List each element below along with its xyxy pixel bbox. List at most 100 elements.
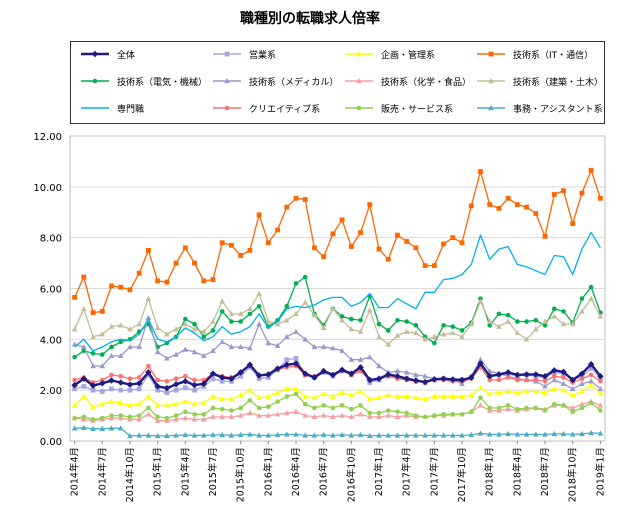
legend-label: 専門職 bbox=[117, 104, 145, 115]
data-point bbox=[302, 197, 308, 202]
data-point bbox=[450, 412, 456, 417]
data-point bbox=[356, 78, 362, 84]
data-point bbox=[256, 321, 262, 327]
data-point bbox=[413, 329, 419, 336]
data-point bbox=[450, 324, 456, 329]
data-point bbox=[302, 299, 309, 305]
data-point bbox=[385, 371, 392, 378]
legend-label: 技術系（IT・通信） bbox=[513, 50, 594, 61]
data-point bbox=[191, 416, 198, 422]
data-point bbox=[182, 415, 189, 421]
data-point bbox=[366, 307, 373, 313]
data-point bbox=[200, 416, 207, 422]
data-point bbox=[90, 417, 96, 422]
x-tick-label: 2018年1月 bbox=[484, 447, 496, 496]
data-point bbox=[329, 371, 337, 379]
x-tick-label: 2016年10月 bbox=[345, 447, 357, 502]
data-point bbox=[422, 336, 428, 342]
data-point bbox=[191, 401, 198, 407]
data-point bbox=[524, 377, 529, 383]
data-point bbox=[496, 405, 502, 411]
series-7 bbox=[71, 290, 604, 347]
legend-item: 全体 bbox=[79, 47, 135, 61]
data-point bbox=[164, 378, 170, 384]
data-point bbox=[412, 377, 420, 384]
data-point bbox=[348, 326, 355, 332]
data-point bbox=[228, 413, 235, 420]
x-tick-label: 2016年7月 bbox=[318, 447, 330, 496]
data-point bbox=[219, 298, 225, 304]
data-point bbox=[136, 401, 142, 407]
data-point bbox=[292, 360, 300, 367]
data-point bbox=[164, 279, 170, 285]
data-point bbox=[247, 247, 253, 253]
x-tick-label: 2014年10月 bbox=[124, 447, 136, 502]
legend-swatch bbox=[477, 105, 505, 111]
data-point bbox=[173, 413, 179, 418]
data-point bbox=[320, 390, 327, 397]
data-point bbox=[274, 389, 281, 395]
data-point bbox=[395, 232, 400, 238]
data-point bbox=[375, 375, 383, 382]
data-point bbox=[200, 352, 207, 359]
data-point bbox=[357, 411, 364, 417]
data-point bbox=[579, 296, 585, 301]
series-line bbox=[74, 400, 601, 422]
series-5 bbox=[71, 314, 604, 392]
data-point bbox=[210, 347, 216, 353]
data-point bbox=[136, 432, 142, 438]
data-point bbox=[200, 328, 207, 334]
data-point bbox=[551, 377, 558, 383]
data-point bbox=[127, 326, 133, 332]
x-tick-label: 2017年10月 bbox=[456, 447, 468, 502]
data-point bbox=[496, 389, 502, 395]
data-point bbox=[117, 379, 124, 386]
legend-label: 全体 bbox=[117, 50, 136, 61]
data-point bbox=[597, 195, 603, 201]
data-point bbox=[182, 245, 188, 251]
data-point bbox=[173, 351, 179, 357]
data-point bbox=[477, 402, 484, 408]
legend-item: 企画・管理系 bbox=[343, 47, 435, 61]
data-point bbox=[90, 425, 96, 431]
data-point bbox=[514, 389, 521, 395]
data-point bbox=[311, 312, 318, 318]
data-point bbox=[394, 393, 401, 399]
data-point bbox=[219, 309, 225, 314]
data-point bbox=[109, 283, 114, 289]
data-point bbox=[523, 336, 530, 342]
data-point bbox=[588, 167, 594, 173]
data-point bbox=[432, 413, 437, 418]
data-point bbox=[357, 356, 364, 362]
data-point bbox=[404, 319, 409, 324]
data-point bbox=[182, 398, 189, 404]
data-point bbox=[224, 78, 230, 84]
data-point bbox=[339, 431, 345, 438]
data-point bbox=[91, 50, 99, 58]
data-point bbox=[293, 391, 299, 397]
data-point bbox=[579, 308, 585, 314]
data-point bbox=[237, 343, 244, 350]
data-point bbox=[542, 378, 548, 384]
data-point bbox=[349, 406, 354, 412]
data-point bbox=[164, 402, 170, 408]
data-point bbox=[533, 377, 539, 383]
data-point bbox=[348, 392, 355, 398]
data-point bbox=[422, 373, 428, 379]
data-point bbox=[496, 311, 502, 317]
data-point bbox=[89, 382, 97, 389]
data-point bbox=[145, 411, 152, 417]
data-point bbox=[173, 401, 179, 407]
data-point bbox=[90, 363, 96, 369]
data-point bbox=[403, 328, 410, 334]
data-point bbox=[72, 354, 77, 360]
data-point bbox=[486, 372, 493, 380]
data-point bbox=[302, 336, 309, 342]
data-point bbox=[487, 405, 492, 411]
y-tick-label: 2.00 bbox=[40, 386, 62, 397]
data-point bbox=[468, 374, 475, 381]
data-point bbox=[349, 316, 354, 322]
data-point bbox=[71, 425, 78, 431]
data-point bbox=[440, 331, 447, 337]
data-point bbox=[413, 245, 419, 251]
